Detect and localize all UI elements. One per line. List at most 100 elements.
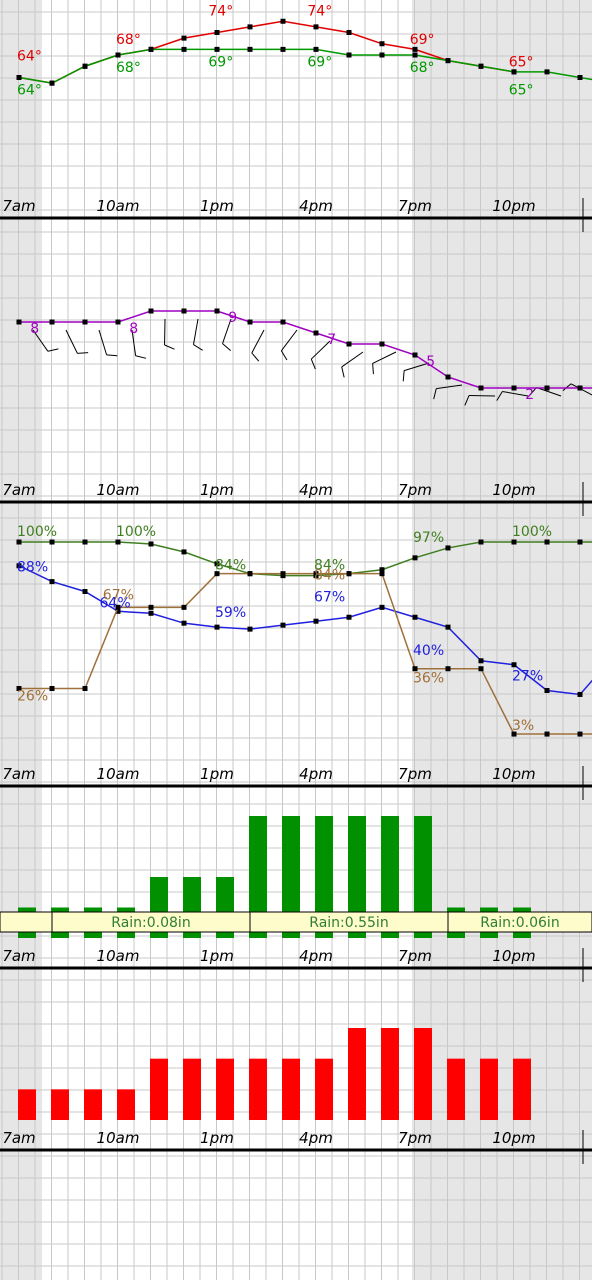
data-label: 67%: [103, 587, 134, 603]
data-point: [181, 35, 187, 41]
data-label: 5: [426, 354, 435, 370]
wind-barb-staff: [32, 329, 49, 352]
wind-barb-staff: [310, 340, 331, 360]
x-tick-label: 10am: [97, 481, 140, 499]
data-point: [280, 622, 286, 628]
data-label: 68°: [410, 60, 435, 76]
bar: [480, 1058, 498, 1120]
data-point: [115, 604, 121, 610]
wind-barb-staff: [251, 329, 265, 354]
data-label: 64%: [100, 595, 131, 611]
rain-total-label: Rain:0.55in: [309, 915, 388, 931]
data-point: [577, 539, 583, 545]
panel-temperature: 64° 68° 74° 74° 69° 65° 64° 68° 69° 69° 68° 65° 7am 1…: [0, 4, 592, 232]
data-point: [478, 539, 484, 545]
data-point: [148, 308, 154, 314]
bar: [348, 1028, 366, 1120]
bar: [414, 816, 432, 938]
data-point: [511, 69, 517, 75]
data-label: 59%: [215, 605, 246, 621]
data-point: [511, 731, 517, 737]
data-point: [181, 620, 187, 626]
x-tick-label: 4pm: [299, 1129, 333, 1147]
data-point: [148, 541, 154, 547]
bar: [282, 1058, 300, 1120]
x-tick-label: 7pm: [398, 481, 432, 499]
data-label: 27%: [512, 669, 543, 685]
x-tick-label: 4pm: [299, 481, 333, 499]
wind-barb-staff: [436, 384, 463, 390]
data-point: [214, 30, 220, 35]
wind-barb-flag: [402, 370, 405, 382]
wind-barb: [251, 329, 265, 362]
bar: [381, 1028, 399, 1120]
x-tick-label: 7am: [2, 197, 35, 215]
data-point: [379, 41, 385, 47]
data-point: [82, 589, 88, 594]
data-point: [379, 571, 385, 577]
data-point: [280, 319, 286, 325]
bar: [216, 1058, 234, 1120]
data-point: [445, 624, 451, 630]
wind-barb: [131, 329, 147, 359]
data-point: [247, 46, 253, 52]
data-point: [313, 24, 319, 30]
wind-barb-staff: [570, 383, 592, 397]
wind-barb: [529, 387, 562, 397]
wind-barb-flag: [135, 355, 147, 359]
x-tick-label: 10am: [97, 947, 140, 965]
data-point: [379, 604, 385, 610]
x-tick-label: 10am: [97, 1129, 140, 1147]
x-tick-label: 4pm: [299, 197, 333, 215]
data-point: [214, 308, 220, 314]
wind-barb: [192, 318, 203, 351]
bar: [447, 1058, 465, 1120]
data-point: [511, 662, 517, 668]
bar: [249, 816, 267, 938]
x-tick-label: 7am: [2, 1129, 35, 1147]
data-point: [478, 63, 484, 69]
rain-total-box: [447, 911, 592, 933]
wind-barb: [65, 329, 89, 354]
data-point: [280, 18, 286, 24]
data-point: [412, 614, 418, 620]
wind-barb: [310, 340, 331, 370]
data-point: [49, 539, 55, 545]
x-tick-label: 7pm: [398, 765, 432, 783]
data-point: [214, 571, 220, 577]
wind-barb-flag: [77, 352, 89, 354]
x-tick-label: 10pm: [492, 197, 535, 215]
data-point: [346, 341, 352, 347]
wind-barb-staff: [403, 362, 430, 372]
wind-barb-flag: [251, 352, 260, 362]
data-point: [247, 319, 253, 325]
data-label: 7: [327, 332, 336, 348]
data-point: [115, 52, 121, 58]
wind-barb-staff: [98, 329, 108, 356]
data-label: 84%: [314, 558, 345, 574]
x-tick-label: 7pm: [398, 197, 432, 215]
wind-barb-staff: [372, 351, 397, 364]
data-point: [313, 618, 319, 624]
data-label: 68°: [116, 32, 141, 48]
bar: [249, 1058, 267, 1120]
x-tick-label: 7am: [2, 481, 35, 499]
x-tick-label: 7pm: [398, 947, 432, 965]
bar: [348, 816, 366, 938]
wind-barb-staff: [502, 390, 529, 397]
data-point: [181, 46, 187, 52]
data-point: [544, 385, 550, 391]
data-label: 36%: [413, 671, 444, 687]
wind-barb-staff: [131, 329, 137, 356]
wind-barb-staff: [222, 318, 232, 344]
bar: [282, 816, 300, 938]
data-point: [445, 58, 451, 64]
data-point: [577, 731, 583, 737]
data-label: 64°: [17, 82, 42, 98]
data-point: [577, 385, 583, 391]
bar: [315, 816, 333, 938]
wind-barb-flag: [222, 343, 232, 351]
x-tick-label: 10pm: [492, 1129, 535, 1147]
data-point: [49, 319, 55, 325]
wind-barb-flag: [372, 363, 374, 375]
